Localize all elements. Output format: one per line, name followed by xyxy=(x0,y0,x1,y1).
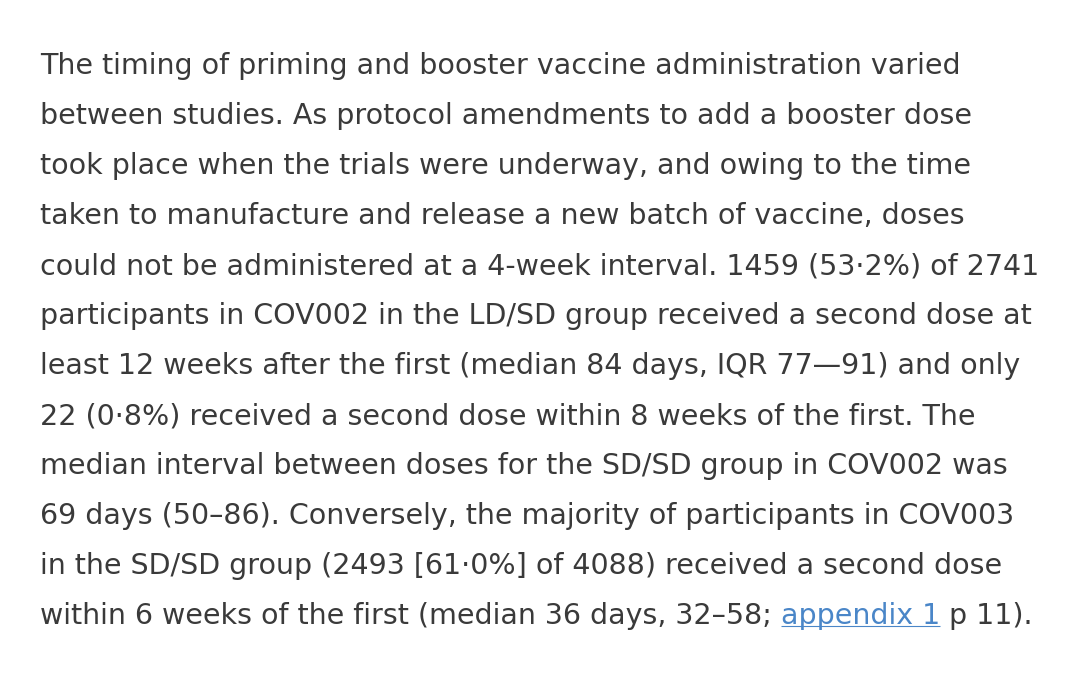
Text: in the SD/SD group (2493 [61·0%] of 4088) received a second dose: in the SD/SD group (2493 [61·0%] of 4088… xyxy=(40,552,1003,580)
Text: 22 (0·8%) received a second dose within 8 weeks of the first. The: 22 (0·8%) received a second dose within … xyxy=(40,402,976,430)
Text: could not be administered at a 4-week interval. 1459 (53·2%) of 2741: could not be administered at a 4-week in… xyxy=(40,252,1039,280)
Text: 69 days (50–86). Conversely, the majority of participants in COV003: 69 days (50–86). Conversely, the majorit… xyxy=(40,502,1014,530)
Text: The timing of priming and booster vaccine administration varied: The timing of priming and booster vaccin… xyxy=(40,52,960,80)
Text: taken to manufacture and release a new batch of vaccine, doses: taken to manufacture and release a new b… xyxy=(40,202,965,230)
Text: participants in COV002 in the LD/SD group received a second dose at: participants in COV002 in the LD/SD grou… xyxy=(40,302,1032,330)
Text: least 12 weeks after the first (median 84 days, IQR 77—91) and only: least 12 weeks after the first (median 8… xyxy=(40,352,1020,380)
Text: median interval between doses for the SD/SD group in COV002 was: median interval between doses for the SD… xyxy=(40,452,1008,480)
Text: took place when the trials were underway, and owing to the time: took place when the trials were underway… xyxy=(40,152,971,180)
Text: appendix 1: appendix 1 xyxy=(780,602,940,630)
Text: within 6 weeks of the first (median 36 days, 32–58;: within 6 weeks of the first (median 36 d… xyxy=(40,602,780,630)
Text: p 11).: p 11). xyxy=(940,602,1033,630)
Text: between studies. As protocol amendments to add a booster dose: between studies. As protocol amendments … xyxy=(40,102,972,130)
